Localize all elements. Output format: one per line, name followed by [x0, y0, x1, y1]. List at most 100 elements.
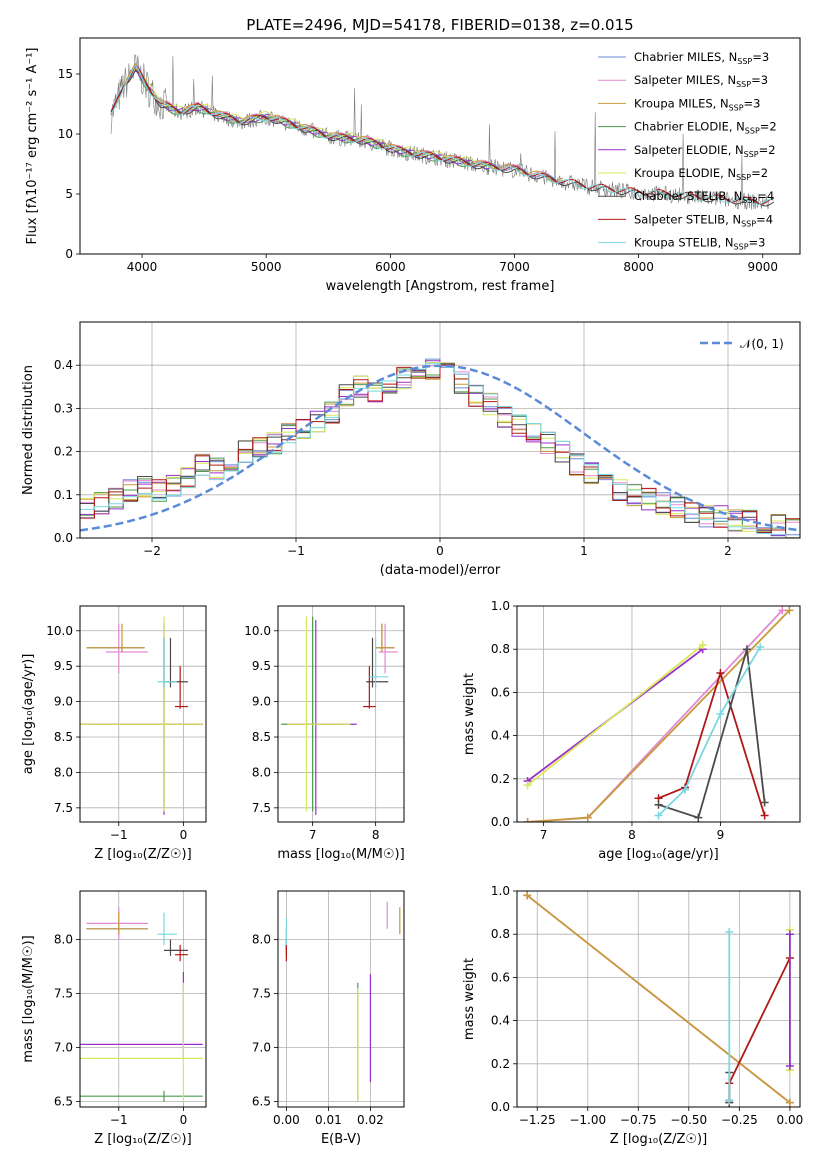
data-marker [694, 813, 703, 822]
tick-label-y: 7.5 [54, 801, 73, 815]
panel-age-vs-mass: 7 8 7.5 8.0 8.5 9.0 9.5 10.0 mass [log₁₀(M/M☉)] [244, 605, 405, 862]
tick-label-y: 9.5 [54, 659, 73, 673]
data-marker [523, 818, 532, 822]
tick-label-y: 7.0 [252, 1041, 271, 1055]
tick-label-x: 0 [436, 544, 444, 558]
legend-entry: Chabrier ELODIE, NSSP=2 [634, 120, 777, 136]
tick-label-y: 7.0 [54, 1041, 73, 1055]
series-salpeter-miles [527, 609, 783, 822]
x-axis-label: Z [log₁₀(Z/Z☉)] [94, 847, 191, 862]
tick-label-x: 0 [180, 1113, 188, 1127]
data-marker [523, 891, 532, 900]
data-marker [654, 811, 663, 820]
tick-label-y: 0.4 [491, 729, 510, 743]
series-kroupa-miles [527, 609, 791, 822]
tick-label-x: 8 [628, 828, 636, 842]
plot-area [80, 907, 203, 1102]
data-marker [760, 811, 769, 820]
axes-frame [79, 321, 801, 539]
tick-label-x: 9000 [747, 260, 778, 274]
axes-frame [79, 37, 801, 255]
data-marker [760, 798, 769, 807]
legend-entry: Kroupa ELODIE, NSSP=2 [634, 166, 768, 182]
panel-mass-vs-ebv: 0.00 0.01 0.02 6.5 7.0 7.5 8.0 E(B-V) [252, 890, 405, 1147]
tick-label-x: −1.25 [519, 1113, 556, 1127]
panel-spectrum: 4000 5000 6000 7000 8000 9000 0 5 10 15 wavelength… [25, 37, 801, 294]
series-kroupa-miles [526, 894, 791, 1104]
y-axis-label: Normed distribution [21, 365, 36, 495]
tick-label-y: 10.0 [46, 624, 73, 638]
data-marker [756, 643, 765, 652]
tick-label-y: 0.0 [54, 531, 73, 545]
y-axis-label: age [log₁₀(age/yr)] [21, 654, 36, 775]
legend-entry: 𝒩(0, 1) [740, 337, 784, 351]
tick-label-x: 2 [724, 544, 732, 558]
plot-area [281, 616, 398, 815]
legend-entry: Chabrier MILES, NSSP=3 [634, 50, 769, 66]
y-axis-label: mass weight [462, 958, 477, 1040]
plot-area [523, 891, 794, 1107]
legend-entry: Salpeter MILES, NSSP=3 [634, 73, 768, 89]
tick-label-x: 7 [309, 828, 317, 842]
series-salpeter-stelib [658, 669, 766, 816]
x-axis-label: E(B-V) [321, 1132, 361, 1147]
tick-label-y: 9.5 [252, 659, 271, 673]
plot-area [110, 54, 775, 210]
tick-label-x: −0.50 [670, 1113, 707, 1127]
tick-label-x: 0.01 [315, 1113, 342, 1127]
data-marker [785, 930, 794, 939]
tick-label-y: 10 [58, 127, 73, 141]
data-marker [654, 800, 663, 809]
tick-label-y: 0.2 [491, 772, 510, 786]
tick-label-x: −2 [143, 544, 161, 558]
tick-label-x: 7000 [499, 260, 530, 274]
x-axis-label: Z [log₁₀(Z/Z☉)] [94, 1132, 191, 1147]
tick-label-y: 8.0 [252, 765, 271, 779]
tick-label-y: 0.0 [491, 815, 510, 829]
model-salpeter-miles [110, 62, 564, 182]
tick-label-x: 0.00 [777, 1113, 804, 1127]
panel-massweight-vs-Z: −1.25 −1.00 −0.75 −0.50 −0.25 0.00 0.0 0.2 0.4 0.… [462, 884, 803, 1147]
tick-label-x: −1 [287, 544, 305, 558]
tick-label-y: 9.0 [252, 695, 271, 709]
tick-label-y: 1.0 [491, 884, 510, 898]
tick-label-y: 0.2 [491, 1057, 510, 1071]
axes-frame [79, 890, 207, 1108]
data-marker [742, 645, 751, 654]
legend-entry: Kroupa STELIB, NSSP=3 [634, 236, 765, 252]
x-axis-label: wavelength [Angstrom, rest frame] [326, 279, 555, 294]
figure-title: PLATE=2496, MJD=54178, FIBERID=0138, z=0… [246, 16, 633, 34]
tick-label-y: 6.5 [252, 1095, 271, 1109]
x-axis-label: mass [log₁₀(M/M☉)] [277, 847, 404, 862]
data-marker [583, 813, 592, 822]
panel-mass-vs-Z: −1 0 6.5 7.0 7.5 8.0 Z [log₁₀(Z/Z☉)] mass [log₁… [21, 890, 207, 1147]
model-chabrier-stelib [110, 68, 775, 207]
data-marker [785, 1098, 794, 1107]
tick-label-x: −1 [110, 828, 128, 842]
legend-entry: Chabrier STELIB, NSSP=4 [634, 189, 774, 205]
y-axis-label: mass weight [462, 673, 477, 755]
data-marker [681, 785, 690, 794]
tick-label-x: 0.02 [357, 1113, 384, 1127]
plot-area [523, 606, 794, 822]
axes-frame [79, 605, 207, 823]
legend-entry: Salpeter STELIB, NSSP=4 [634, 212, 773, 228]
legend: Chabrier MILES, NSSP=3 Salpeter MILES, NS… [598, 50, 777, 252]
data-marker [725, 1096, 734, 1105]
axes-frame [516, 605, 801, 823]
panel-age-vs-Z: −1 0 7.5 8.0 8.5 9.0 9.5 10.0 Z [log₁₀(Z/Z☉)] age… [21, 605, 207, 862]
series-kroupa-elodie [527, 644, 704, 787]
tick-label-x: 6000 [375, 260, 406, 274]
series-chabrier-stelib [658, 648, 766, 819]
x-axis-label: age [log₁₀(age/yr)] [598, 847, 719, 862]
legend-entry: Kroupa MILES, NSSP=3 [634, 96, 760, 112]
tick-label-y: 8.0 [252, 933, 271, 947]
tick-label-y: 0 [65, 247, 73, 261]
data-marker [716, 668, 725, 677]
tick-label-y: 0.6 [491, 685, 510, 699]
tick-label-x: 1 [580, 544, 588, 558]
tick-label-y: 8.5 [252, 730, 271, 744]
tick-label-y: 0.2 [54, 445, 73, 459]
tick-label-x: −1 [110, 1113, 128, 1127]
